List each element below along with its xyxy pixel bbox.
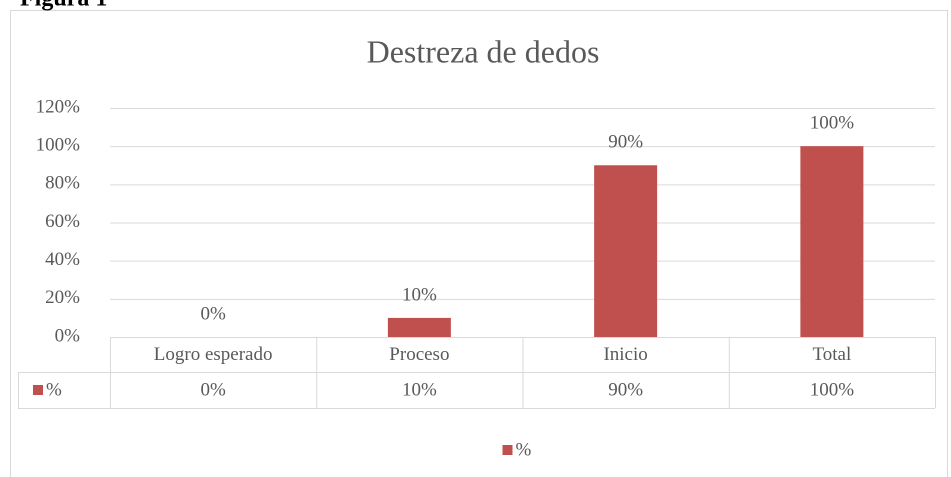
y-tick-label: 0%	[55, 325, 81, 346]
table-value: 0%	[200, 379, 226, 400]
x-tick-label: Logro esperado	[154, 344, 273, 365]
chart-border	[10, 10, 948, 477]
legend-key	[502, 445, 513, 455]
bar	[800, 146, 864, 337]
data-label: 0%	[200, 303, 226, 324]
y-tick-label: 60%	[45, 211, 80, 232]
table-value: 90%	[608, 379, 643, 400]
table-series-name: %	[46, 379, 62, 400]
x-tick-label: Inicio	[603, 344, 647, 365]
legend-label: %	[516, 439, 532, 460]
x-tick-label: Proceso	[389, 344, 449, 365]
table-value: 100%	[810, 379, 855, 400]
y-tick-label: 120%	[36, 96, 81, 117]
x-tick-label: Total	[812, 344, 851, 365]
table-legend-key	[33, 385, 43, 395]
data-label: 10%	[402, 284, 437, 305]
table-value: 10%	[402, 379, 437, 400]
label-backdrop	[0, 0, 200, 10]
data-label: 100%	[810, 113, 855, 134]
data-label: 90%	[608, 132, 643, 153]
y-tick-label: 20%	[45, 287, 80, 308]
bar	[594, 165, 658, 337]
bar	[387, 317, 451, 337]
chart-title: Destreza de dedos	[367, 33, 600, 69]
y-tick-label: 100%	[36, 135, 81, 156]
y-tick-label: 40%	[45, 249, 80, 270]
figure-label: Figura 1	[20, 0, 107, 12]
y-tick-label: 80%	[45, 173, 80, 194]
